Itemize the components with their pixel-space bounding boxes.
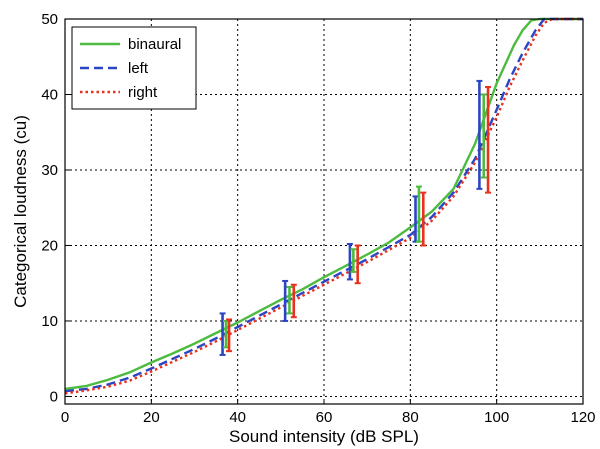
series-line-left (64, 17, 583, 393)
error-bar-left (346, 242, 353, 281)
error-bar-right (485, 85, 492, 194)
legend-box (71, 26, 197, 110)
x-tick-label: 100 (484, 409, 509, 426)
y-tick-label: 0 (50, 388, 58, 405)
grid-lines (65, 19, 583, 404)
legend-label-right: right (128, 84, 158, 101)
x-tick-label: 20 (143, 409, 160, 426)
legend-label-left: left (128, 60, 149, 77)
y-tick-label: 10 (41, 313, 58, 330)
y-tick-label: 30 (41, 162, 58, 179)
y-tick-label: 20 (41, 237, 58, 254)
y-axis-label: Categorical loudness (cu) (11, 115, 30, 308)
error-bar-binaural (415, 185, 422, 243)
error-bar-right (290, 283, 297, 319)
error-bar-right (354, 244, 361, 285)
error-bar-binaural (286, 285, 293, 315)
y-tick-label: 50 (41, 11, 58, 28)
error-bar-right (226, 318, 233, 353)
x-axis-label: Sound intensity (dB SPL) (229, 427, 419, 446)
error-bar-binaural (480, 93, 487, 179)
error-bar-binaural (350, 248, 357, 273)
error-bar-layer (219, 79, 492, 356)
x-tick-label: 60 (316, 409, 333, 426)
axis-ticks: 0 20 40 60 80 100 120 0 10 20 30 40 50 (41, 11, 595, 426)
x-tick-label: 40 (229, 409, 246, 426)
error-bar-right (420, 191, 427, 247)
legend-label-binaural: binaural (128, 36, 181, 53)
x-tick-label: 120 (570, 409, 595, 426)
x-tick-label: 80 (402, 409, 419, 426)
error-bar-left (219, 312, 226, 356)
error-bar-left (476, 79, 483, 190)
x-tick-label: 0 (61, 409, 69, 426)
series-line-binaural (64, 17, 583, 391)
legend: binaural left right (71, 26, 197, 110)
error-bar-left (282, 279, 289, 322)
y-tick-label: 40 (41, 86, 58, 103)
